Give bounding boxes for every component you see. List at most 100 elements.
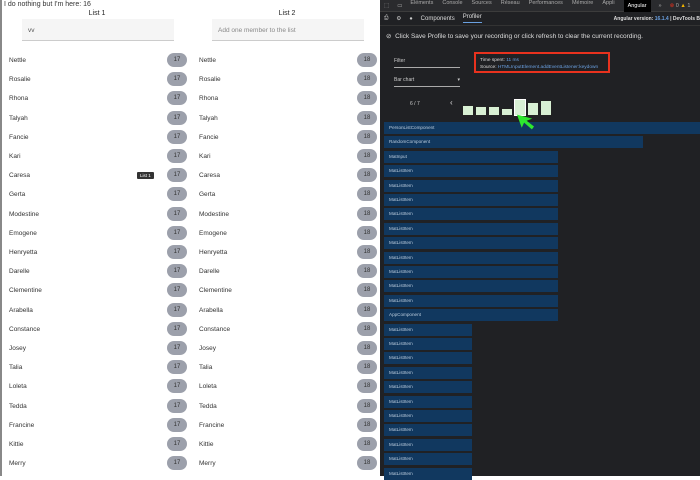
list-item[interactable]: Rhona 18	[192, 91, 377, 114]
list-item[interactable]: Talyah 17	[2, 110, 187, 134]
error-count[interactable]: ⊗ 0 ▲ 1	[669, 2, 691, 9]
component-bar[interactable]: MatListItem	[384, 222, 558, 235]
list-item[interactable]: Fancie 18	[192, 129, 377, 153]
save-icon[interactable]: ⎙	[384, 15, 389, 21]
list-item[interactable]: Kittie 17	[2, 437, 187, 460]
list-item[interactable]: Merry 17	[2, 456, 187, 479]
list-item[interactable]: Gerta 18	[192, 187, 377, 210]
theme-icon[interactable]: ●	[409, 15, 413, 22]
component-bar[interactable]: MatListItem	[384, 179, 558, 192]
component-bar[interactable]: MatListItem	[384, 237, 558, 250]
frame-bar[interactable]	[475, 105, 487, 116]
component-bar[interactable]: PersonListComponent	[384, 122, 700, 134]
list-item[interactable]: Emogene 17	[2, 225, 187, 249]
list-item[interactable]: Kittie 18	[192, 437, 377, 460]
view-select[interactable]: Bar chart ▾	[394, 77, 460, 87]
component-bar[interactable]: MatListItem	[384, 208, 558, 221]
tab-appli[interactable]: Appli	[602, 0, 615, 6]
filter-input[interactable]: Filter	[394, 58, 460, 68]
list-item[interactable]: Tedda 18	[192, 398, 377, 422]
list-item[interactable]: Josey 17	[2, 341, 187, 364]
component-bar[interactable]: MatListItem	[384, 251, 558, 264]
gear-icon[interactable]: ⚙	[396, 15, 402, 22]
prev-frame-button[interactable]: ‹	[450, 98, 453, 107]
list-item[interactable]: Clementine 18	[192, 283, 377, 306]
list-item[interactable]: Rosalie 17	[2, 72, 187, 95]
tab-profiler[interactable]: Profiler	[462, 14, 482, 23]
component-bar[interactable]: MatListItem	[384, 323, 473, 336]
list-item[interactable]: Rhona 17	[2, 91, 187, 114]
list-item[interactable]: Nettle 17	[2, 53, 187, 76]
component-bar[interactable]: MatListItem	[384, 467, 473, 480]
list-item[interactable]: Caresa 17	[2, 168, 187, 191]
tab-angular[interactable]: Angular	[623, 0, 651, 12]
list-item[interactable]: Arabella 18	[192, 302, 377, 326]
list-item[interactable]: Emogene 18	[192, 225, 377, 249]
list-item[interactable]: Josey 18	[192, 341, 377, 364]
component-bar[interactable]: MatListItem	[384, 266, 558, 278]
member-badge: 18	[357, 379, 377, 394]
list-item[interactable]: Rosalie 18	[192, 72, 377, 95]
tab-components[interactable]: Components	[420, 15, 455, 22]
list-item[interactable]: Talia 18	[192, 360, 377, 383]
tab-réseau[interactable]: Réseau	[500, 0, 520, 6]
block-icon[interactable]: ⊘	[386, 33, 392, 40]
component-bar[interactable]: MatListItem	[384, 194, 558, 206]
inspect-icon[interactable]: ⬚	[384, 2, 390, 9]
list-item[interactable]: Caresa 18	[192, 168, 377, 191]
frame-bar[interactable]	[501, 107, 513, 116]
tab-performances[interactable]: Performances	[528, 0, 563, 6]
list-item[interactable]: Nettle 18	[192, 53, 377, 76]
component-bar[interactable]: MatListItem	[384, 424, 473, 437]
tab-éléments[interactable]: Éléments	[410, 0, 434, 6]
list-2-input[interactable]: Add one member to the list	[212, 19, 364, 41]
list-item[interactable]: Darelle 18	[192, 264, 377, 287]
list-item[interactable]: Modestine 18	[192, 206, 377, 230]
component-bar[interactable]: MatListItem	[384, 352, 473, 365]
list-item[interactable]: Fancie 17	[2, 129, 187, 153]
list-item[interactable]: Modestine 17	[2, 206, 187, 230]
component-bar[interactable]: MatListItem	[384, 453, 473, 466]
member-badge: 18	[357, 437, 377, 451]
list-item[interactable]: Darelle 17	[2, 264, 187, 287]
frame-bar[interactable]	[527, 101, 539, 116]
list-item[interactable]: Henryetta 18	[192, 245, 377, 268]
component-bar[interactable]: MatListItem	[384, 438, 473, 451]
component-bar[interactable]: MatListItem	[384, 165, 558, 178]
component-bar[interactable]: MatListItem	[384, 410, 473, 422]
device-icon[interactable]: ▭	[397, 2, 403, 9]
list-item[interactable]: Arabella 17	[2, 302, 187, 326]
component-bar[interactable]: AppComponent	[384, 309, 558, 322]
list-item[interactable]: Henryetta 17	[2, 245, 187, 268]
component-bar[interactable]: MatListItem	[384, 366, 473, 379]
list-item[interactable]: Kari 18	[192, 149, 377, 172]
list-1-input[interactable]: vv	[22, 19, 174, 41]
frame-bar[interactable]	[462, 105, 474, 116]
component-bar[interactable]: MatListItem	[384, 395, 473, 408]
component-bar[interactable]: MatListItem	[384, 280, 558, 293]
tab-mémoire[interactable]: Mémoire	[571, 0, 594, 6]
list-item[interactable]: Merry 18	[192, 456, 377, 479]
frame-bar[interactable]	[488, 106, 500, 116]
component-bar[interactable]: MatInput	[384, 150, 558, 163]
list-item[interactable]: Francine 18	[192, 417, 377, 441]
component-bar[interactable]: MatListItem	[384, 338, 473, 350]
component-bar[interactable]: MatListItem	[384, 294, 558, 307]
list-item[interactable]: Gerta 17	[2, 187, 187, 210]
more-tabs-icon[interactable]: »	[658, 2, 662, 9]
list-item[interactable]: Loleta 18	[192, 379, 377, 402]
list-item[interactable]: Talyah 18	[192, 110, 377, 134]
list-item[interactable]: Constance 18	[192, 321, 377, 345]
list-item[interactable]: Clementine 17	[2, 283, 187, 306]
list-item[interactable]: Loleta 17	[2, 379, 187, 402]
tab-console[interactable]: Console	[442, 0, 463, 6]
list-item[interactable]: Constance 17	[2, 321, 187, 345]
tab-sources[interactable]: Sources	[471, 0, 492, 6]
list-item[interactable]: Talia 17	[2, 360, 187, 383]
list-item[interactable]: Tedda 17	[2, 398, 187, 422]
list-item[interactable]: Kari 17	[2, 149, 187, 172]
component-bar[interactable]: RandomComponent	[384, 136, 644, 149]
list-item[interactable]: Francine 17	[2, 417, 187, 441]
frame-bar[interactable]	[540, 99, 552, 116]
component-bar[interactable]: MatListItem	[384, 381, 473, 394]
